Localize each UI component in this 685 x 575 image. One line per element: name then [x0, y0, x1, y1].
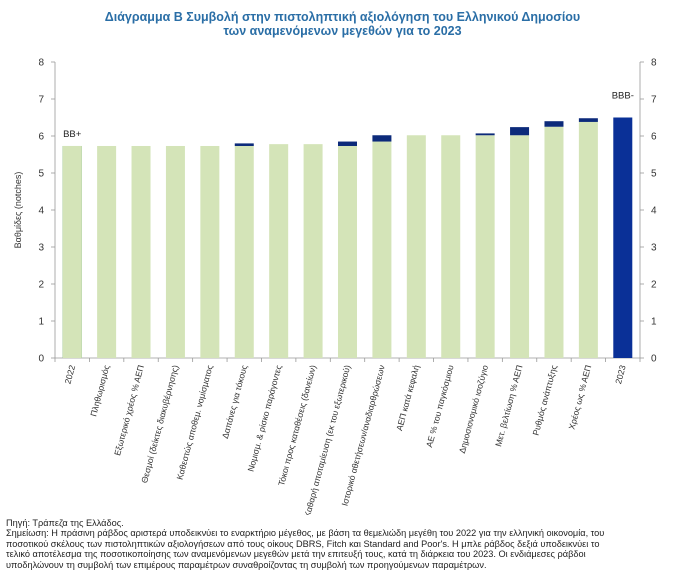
annotation-start-rating: BB+ [63, 129, 82, 140]
y-tick-label-right: 0 [651, 354, 657, 365]
bar-base [372, 141, 392, 358]
chart-title: Διάγραμμα Β Συμβολή στην πιστοληπτική αξ… [104, 10, 581, 24]
bar-change [475, 133, 495, 136]
y-tick-label-right: 1 [651, 317, 657, 328]
x-tick-label: Εξωτερικό χρέος % ΑΕΠ [112, 364, 146, 457]
y-tick-label-left: 5 [38, 169, 44, 180]
annotation-end-rating: BBB- [612, 91, 634, 102]
x-tick-label: Ρυθμός ανάπτυξης [530, 364, 558, 437]
x-tick-label: 2022 [63, 364, 78, 385]
bar-base [544, 126, 564, 358]
x-tick-label: Μετ. βελτίωση % ΑΕΠ [493, 364, 524, 448]
x-tick-label: Νομισμ. & ρίσκο παράγοντες [246, 364, 284, 473]
bar-base [165, 145, 185, 358]
note-line: Σημείωση: Η πράσινη ράβδος αριστερά υποδ… [6, 528, 605, 539]
bar-chart: 0 0 1 1 2 2 3 3 4 4 5 5 6 6 7 7 8 8 Βαθμίδες (notches) BB+ B… [13, 58, 657, 516]
bar-base [406, 135, 426, 358]
y-tick-label-right: 6 [651, 132, 657, 143]
y-tick-label-left: 1 [38, 317, 44, 328]
x-tick-label: ΑΕ % του παγκόσμιου [424, 364, 456, 449]
bar-base [234, 145, 254, 358]
note-line: ποσοτικού σκέλους των πιστοληπτικών αξιο… [6, 538, 600, 549]
y-tick-label-right: 3 [651, 243, 657, 254]
x-tick-label: Καθεστώς αποθεμ. νομίσματος [175, 364, 215, 481]
x-tick-label: 2023 [613, 364, 628, 385]
x-tick-label: Δαπάνες για τόκους [220, 364, 249, 440]
y-tick-label-left: 7 [38, 95, 44, 106]
x-tick-label: Δημοσιονομικό ισοζύγιο [457, 364, 490, 455]
bar-change [338, 141, 357, 146]
bar-base [441, 135, 461, 358]
y-tick-label-left: 8 [38, 58, 44, 69]
bar-change [510, 127, 530, 136]
x-tick-label: Θεσμοί (δείκτες διακυβέρνησης) [139, 364, 180, 484]
y-tick-label-left: 3 [38, 243, 44, 254]
y-tick-label-right: 4 [651, 206, 657, 217]
x-tick-label: Τόκοι προς καταθέσεις (δανείων) [276, 364, 318, 487]
y-tick-label-left: 6 [38, 132, 44, 143]
x-tick-label: Πληθωρισμός [88, 364, 111, 418]
bar-end [613, 117, 633, 358]
bar-base [97, 145, 117, 358]
y-tick-label-left: 4 [38, 206, 44, 217]
bar-change [544, 121, 564, 127]
bar-change [234, 143, 254, 146]
x-tick-label: Χρέος ως % ΑΕΠ [567, 364, 594, 431]
bar-base [269, 144, 289, 358]
source-note: Πηγή: Τράπεζα της Ελλάδος. [6, 518, 124, 528]
bar-base [200, 145, 220, 358]
bar-base [303, 144, 323, 358]
bar-base [475, 135, 495, 358]
note-line: τελικό αποτέλεσμα της ποσοτικοποίησης τω… [6, 549, 586, 560]
x-tick-label: ΑΕΠ κατά κεφαλή [394, 364, 421, 432]
bar-change [578, 118, 598, 122]
bar-base [338, 145, 357, 358]
chart-subtitle: των αναμενόμενων μεγεθών για το 2023 [223, 24, 462, 38]
notes: Πηγή: Τράπεζα της Ελλάδος. Σημείωση: Η π… [6, 518, 682, 570]
y-axis-label: Βαθμίδες (notches) [13, 172, 23, 249]
y-tick-label-right: 8 [651, 58, 657, 69]
bar-base [578, 121, 598, 358]
y-tick-label-left: 2 [38, 280, 44, 291]
y-tick-label-right: 2 [651, 280, 657, 291]
y-tick-label-left: 0 [38, 354, 44, 365]
bar-change [372, 135, 392, 142]
bar-base [131, 145, 151, 358]
bar-base [62, 145, 82, 358]
bar-base [510, 135, 530, 358]
note-line: υποδηλώνουν τη συμβολή των επιμέρους παρ… [6, 559, 487, 570]
y-tick-label-right: 7 [651, 95, 657, 106]
y-tick-label-right: 5 [651, 169, 657, 180]
